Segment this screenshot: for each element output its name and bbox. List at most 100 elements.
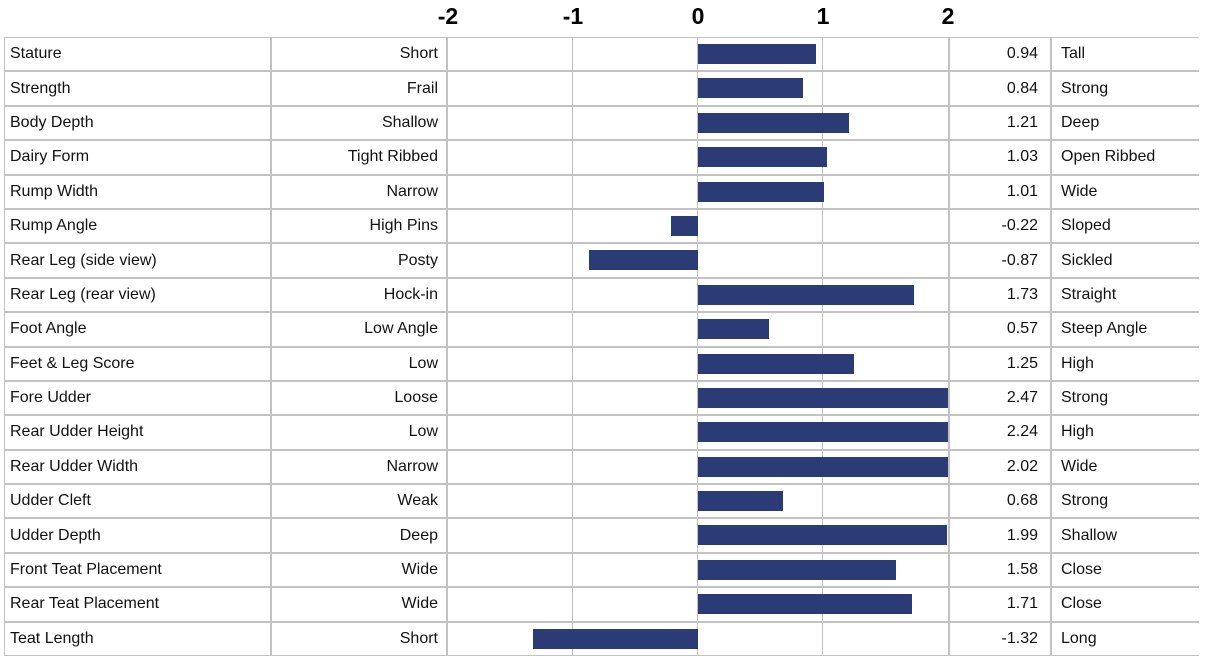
trait-name-cell: Rump Angle (5, 209, 270, 243)
high-label-cell: Straight (1052, 278, 1206, 312)
bar-plot-cell (448, 416, 948, 449)
value-cell: 0.68 (950, 485, 1050, 518)
axis-tick-label: -1 (562, 3, 584, 29)
high-label-cell: Deep (1052, 106, 1206, 140)
trait-name-cell: Rump Width (5, 175, 270, 208)
high-label-cell: Wide (1052, 175, 1206, 208)
bar-plot-cell (448, 313, 948, 346)
trait-table: Stature Short 0.94 Tall Strength Frail 0… (4, 37, 1206, 657)
bar-plot-cell (448, 209, 948, 243)
bar-plot-cell (448, 106, 948, 140)
trait-bar (698, 559, 896, 580)
trait-bar (698, 525, 947, 546)
trait-bar (670, 215, 698, 236)
axis-labels: -2 -1 0 1 2 (0, 0, 1211, 36)
value-cell: 1.03 (950, 141, 1050, 174)
trait-bar (698, 147, 827, 168)
bar-plot-cell (448, 244, 948, 277)
value-cell: 1.01 (950, 175, 1050, 208)
trait-name-cell: Feet & Leg Score (5, 347, 270, 380)
value-cell: 1.58 (950, 553, 1050, 587)
low-label-cell: Low (272, 347, 446, 380)
trait-name-cell: Rear Leg (side view) (5, 244, 270, 277)
value-cell: -1.32 (950, 622, 1050, 656)
trait-bar (698, 284, 915, 305)
high-label-cell: Shallow (1052, 519, 1206, 552)
trait-bar (698, 78, 803, 99)
bar-plot-cell (448, 278, 948, 312)
trait-name-cell: Front Teat Placement (5, 553, 270, 587)
bar-plot-cell (448, 175, 948, 208)
value-cell: 2.24 (950, 416, 1050, 449)
value-cell: 0.84 (950, 72, 1050, 105)
bar-plot-cell (448, 450, 948, 484)
trait-name-cell: Teat Length (5, 622, 270, 656)
trait-name-cell: Stature (5, 38, 270, 71)
trait-bar (698, 456, 948, 477)
axis-tick-label: 0 (691, 3, 705, 29)
bar-plot-cell (448, 519, 948, 552)
bar-plot-cell (448, 141, 948, 174)
trait-name-cell: Foot Angle (5, 313, 270, 346)
bar-plot-cell (448, 588, 948, 621)
bar-plot-cell (448, 381, 948, 415)
bar-plot-cell (448, 485, 948, 518)
low-label-cell: Short (272, 622, 446, 656)
high-label-cell: High (1052, 416, 1206, 449)
low-label-cell: Low Angle (272, 313, 446, 346)
low-label-cell: Tight Ribbed (272, 141, 446, 174)
value-cell: 2.47 (950, 381, 1050, 415)
value-cell: 1.71 (950, 588, 1050, 621)
trait-bar (589, 250, 698, 271)
trait-bar (698, 112, 850, 133)
low-label-cell: Posty (272, 244, 446, 277)
trait-name-cell: Fore Udder (5, 381, 270, 415)
trait-bar (698, 44, 816, 64)
trait-name-cell: Dairy Form (5, 141, 270, 174)
trait-bar (533, 628, 698, 649)
trait-name-cell: Rear Udder Width (5, 450, 270, 484)
value-cell: 1.21 (950, 106, 1050, 140)
axis-tick-label: -2 (437, 3, 459, 29)
low-label-cell: Weak (272, 485, 446, 518)
trait-bar (698, 181, 825, 202)
low-label-cell: Loose (272, 381, 446, 415)
low-label-cell: Wide (272, 553, 446, 587)
high-label-cell: Tall (1052, 38, 1206, 71)
high-label-cell: Strong (1052, 485, 1206, 518)
high-label-cell: Steep Angle (1052, 313, 1206, 346)
bar-plot-cell (448, 38, 948, 71)
trait-name-cell: Strength (5, 72, 270, 105)
high-label-cell: Open Ribbed (1052, 141, 1206, 174)
low-label-cell: Low (272, 416, 446, 449)
high-label-cell: Close (1052, 553, 1206, 587)
trait-bar (698, 422, 948, 443)
low-label-cell: Wide (272, 588, 446, 621)
trait-name-cell: Udder Cleft (5, 485, 270, 518)
high-label-cell: Sickled (1052, 244, 1206, 277)
value-cell: 1.25 (950, 347, 1050, 380)
value-cell: 0.94 (950, 38, 1050, 71)
trait-bar (698, 319, 770, 340)
low-label-cell: Hock-in (272, 278, 446, 312)
bar-plot-cell (448, 72, 948, 105)
trait-name-cell: Rear Udder Height (5, 416, 270, 449)
low-label-cell: Narrow (272, 450, 446, 484)
value-cell: 1.99 (950, 519, 1050, 552)
high-label-cell: Strong (1052, 72, 1206, 105)
trait-bar (698, 387, 948, 408)
low-label-cell: Frail (272, 72, 446, 105)
value-cell: -0.87 (950, 244, 1050, 277)
value-cell: -0.22 (950, 209, 1050, 243)
high-label-cell: Long (1052, 622, 1206, 656)
trait-bar (698, 353, 855, 374)
high-label-cell: Sloped (1052, 209, 1206, 243)
high-label-cell: Close (1052, 588, 1206, 621)
value-cell: 1.73 (950, 278, 1050, 312)
axis-tick-label: 1 (816, 3, 830, 29)
trait-name-cell: Udder Depth (5, 519, 270, 552)
trait-bar (698, 594, 912, 615)
low-label-cell: Short (272, 38, 446, 71)
low-label-cell: Shallow (272, 106, 446, 140)
